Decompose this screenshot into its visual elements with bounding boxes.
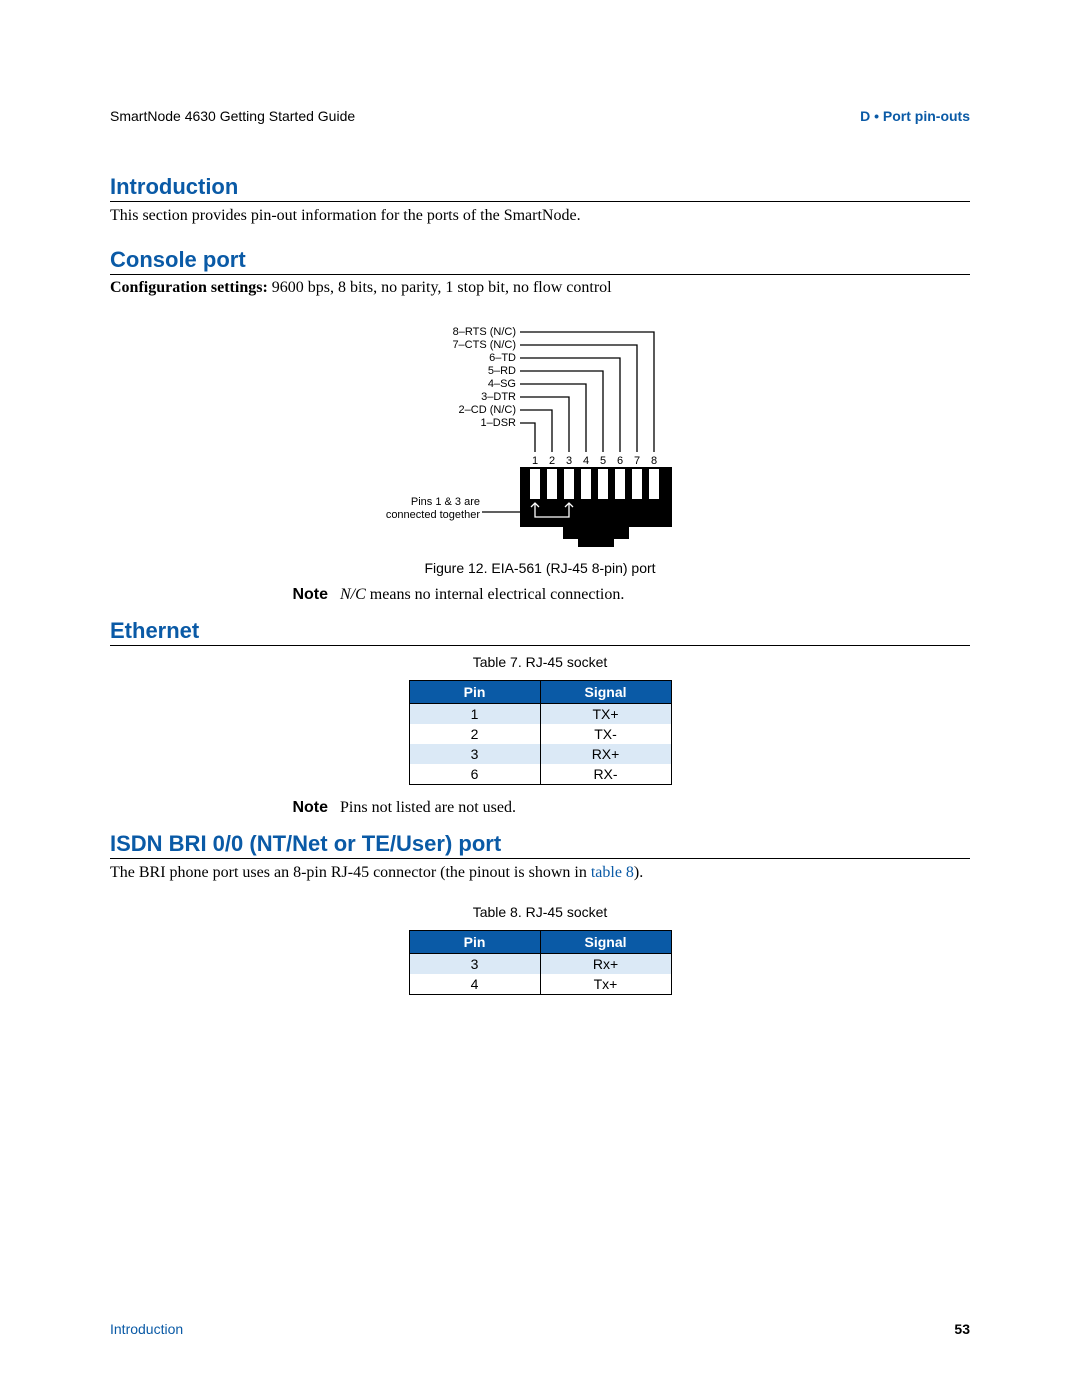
note-nc-body: N/C means no internal electrical connect… bbox=[340, 586, 970, 604]
table-row: Pin Signal bbox=[409, 680, 671, 703]
svg-text:5–RD: 5–RD bbox=[488, 365, 516, 377]
table-row: 4Tx+ bbox=[409, 974, 671, 995]
page: SmartNode 4630 Getting Started Guide D •… bbox=[0, 0, 1080, 1397]
svg-text:7: 7 bbox=[634, 455, 640, 467]
table-8: Pin Signal 3Rx+ 4Tx+ bbox=[409, 930, 672, 995]
note-pins-not-listed: Note Pins not listed are not used. bbox=[110, 799, 970, 817]
heading-introduction: Introduction bbox=[110, 174, 970, 202]
footer-page-no: 53 bbox=[954, 1321, 970, 1337]
intro-body: This section provides pin-out informatio… bbox=[110, 206, 970, 227]
svg-text:3–DTR: 3–DTR bbox=[481, 391, 516, 403]
col-signal: Signal bbox=[540, 930, 671, 953]
pin-wires bbox=[520, 332, 654, 452]
note-label: Note bbox=[270, 799, 340, 817]
table-row: 2TX- bbox=[409, 724, 671, 744]
table-7: Pin Signal 1TX+ 2TX- 3RX+ 6RX- bbox=[409, 680, 672, 785]
page-header: SmartNode 4630 Getting Started Guide D •… bbox=[110, 108, 970, 124]
heading-console-port: Console port bbox=[110, 247, 970, 275]
console-config: Configuration settings: 9600 bps, 8 bits… bbox=[110, 279, 970, 297]
svg-text:6: 6 bbox=[617, 455, 623, 467]
svg-text:8: 8 bbox=[651, 455, 657, 467]
note-pins-body: Pins not listed are not used. bbox=[340, 799, 970, 817]
svg-text:2: 2 bbox=[549, 455, 555, 467]
config-label: Configuration settings: bbox=[110, 279, 268, 296]
table-row: 3Rx+ bbox=[409, 953, 671, 974]
heading-ethernet: Ethernet bbox=[110, 618, 970, 646]
pins-connected-note: Pins 1 & 3 are connected together bbox=[386, 496, 481, 521]
svg-text:1: 1 bbox=[532, 455, 538, 467]
pin-labels: 8–RTS (N/C) 7–CTS (N/C) 6–TD 5–RD 4–SG 3… bbox=[452, 326, 516, 429]
link-table-8[interactable]: table 8 bbox=[591, 864, 634, 881]
svg-text:4: 4 bbox=[583, 455, 589, 467]
col-pin: Pin bbox=[409, 680, 540, 703]
pin-numbers: 1 2 3 4 5 6 7 8 bbox=[532, 455, 657, 467]
header-section: D • Port pin-outs bbox=[860, 108, 970, 124]
table-8-caption: Table 8. RJ-45 socket bbox=[110, 904, 970, 920]
figure-12-caption: Figure 12. EIA-561 (RJ-45 8-pin) port bbox=[110, 560, 970, 576]
figure-12: 1 2 3 4 5 6 7 8 bbox=[110, 317, 970, 576]
rj45-diagram: 1 2 3 4 5 6 7 8 bbox=[350, 317, 730, 547]
note-label: Note bbox=[270, 586, 340, 604]
svg-text:5: 5 bbox=[600, 455, 606, 467]
config-value: 9600 bps, 8 bits, no parity, 1 stop bit,… bbox=[268, 279, 612, 296]
svg-text:connected together: connected together bbox=[386, 509, 481, 521]
header-doc-title: SmartNode 4630 Getting Started Guide bbox=[110, 108, 355, 124]
table-row: 6RX- bbox=[409, 764, 671, 785]
footer-section: Introduction bbox=[110, 1321, 183, 1337]
col-pin: Pin bbox=[409, 930, 540, 953]
table-row: Pin Signal bbox=[409, 930, 671, 953]
svg-text:4–SG: 4–SG bbox=[488, 378, 516, 390]
table-row: 3RX+ bbox=[409, 744, 671, 764]
col-signal: Signal bbox=[540, 680, 671, 703]
table-row: 1TX+ bbox=[409, 703, 671, 724]
svg-text:8–RTS (N/C): 8–RTS (N/C) bbox=[453, 326, 516, 338]
page-footer: Introduction 53 bbox=[110, 1321, 970, 1337]
table-7-caption: Table 7. RJ-45 socket bbox=[110, 654, 970, 670]
note-nc: Note N/C means no internal electrical co… bbox=[110, 586, 970, 604]
svg-text:3: 3 bbox=[566, 455, 572, 467]
isdn-body: The BRI phone port uses an 8-pin RJ-45 c… bbox=[110, 863, 970, 884]
svg-text:6–TD: 6–TD bbox=[489, 352, 516, 364]
heading-isdn: ISDN BRI 0/0 (NT/Net or TE/User) port bbox=[110, 831, 970, 859]
svg-text:Pins 1 & 3 are: Pins 1 & 3 are bbox=[411, 496, 480, 508]
svg-text:2–CD (N/C): 2–CD (N/C) bbox=[459, 404, 516, 416]
svg-text:7–CTS (N/C): 7–CTS (N/C) bbox=[452, 339, 516, 351]
svg-text:1–DSR: 1–DSR bbox=[481, 417, 517, 429]
